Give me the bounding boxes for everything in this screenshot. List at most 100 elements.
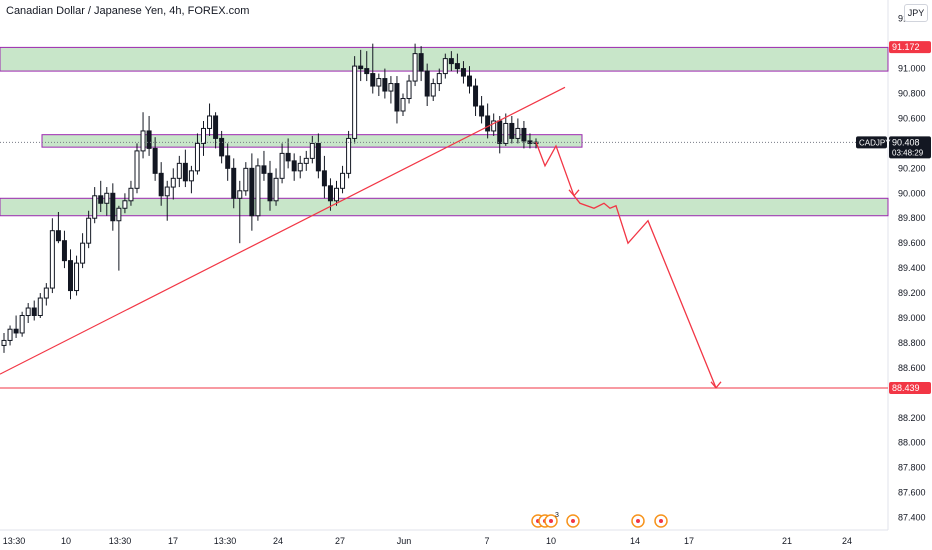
candle (243, 162, 249, 196)
candle-body (176, 162, 182, 179)
candle (442, 53, 448, 79)
candle-body (74, 262, 80, 292)
candle (509, 115, 515, 144)
symbol-tag (856, 136, 887, 149)
candle (279, 143, 285, 184)
candle (327, 178, 333, 211)
x-tick-label: Jun (397, 536, 412, 546)
candle-body (503, 122, 509, 144)
candle-body (170, 177, 176, 188)
x-tick-label: 10 (61, 536, 71, 546)
candle-body (442, 58, 448, 75)
candle (340, 165, 346, 194)
candle (267, 160, 273, 211)
candle (158, 162, 164, 206)
x-tick-label: 13:30 (109, 536, 132, 546)
candle-body (309, 142, 315, 159)
candle-body (31, 307, 37, 317)
candle (261, 150, 267, 181)
candle (19, 311, 25, 337)
candle-body (49, 230, 55, 289)
candle-body (285, 152, 291, 162)
candle (194, 133, 200, 175)
candle (479, 96, 485, 124)
support-zone (0, 197, 889, 217)
candle (454, 53, 460, 74)
candle (352, 56, 358, 144)
candle-body (521, 127, 527, 142)
candle (1, 332, 7, 353)
candle-body (225, 155, 231, 169)
y-tick-label: 91.000 (898, 64, 926, 74)
candle (376, 73, 382, 97)
candle (134, 143, 140, 194)
candle-body (400, 98, 406, 112)
candle-body (110, 192, 116, 222)
candle (207, 103, 213, 136)
candle-body (255, 165, 261, 217)
candle (7, 325, 13, 346)
candle (412, 43, 418, 87)
candle-body (418, 53, 424, 72)
candle-body (140, 130, 146, 152)
candle (521, 120, 527, 149)
candle-body (412, 53, 418, 82)
candle (382, 68, 388, 99)
candle (74, 255, 80, 296)
candle-body (158, 172, 164, 197)
projection-path (535, 141, 717, 389)
trend-line (0, 86, 566, 375)
candle (418, 46, 424, 82)
candle (61, 230, 67, 269)
candle (297, 155, 303, 179)
candle-body (92, 195, 98, 219)
candle-body (406, 80, 412, 100)
candle-body (19, 315, 25, 334)
candle-body (315, 142, 321, 172)
candle-body (61, 240, 67, 262)
symbol-text: CADJPY (859, 138, 891, 147)
candle (460, 61, 466, 84)
candle (303, 150, 309, 171)
candle (346, 130, 352, 179)
y-tick-label: 87.400 (898, 513, 926, 523)
candle (146, 115, 152, 156)
candle-body (213, 115, 219, 139)
event-count: 3 (555, 512, 559, 519)
candle-body (485, 115, 491, 132)
candle (122, 193, 128, 214)
candle (55, 212, 61, 244)
target-price-tag (889, 381, 931, 394)
candle (31, 300, 37, 321)
candle (285, 138, 291, 169)
candle-body (382, 78, 388, 92)
candle (225, 143, 231, 181)
candle-body (152, 147, 158, 174)
y-tick-label: 89.200 (898, 288, 926, 298)
x-tick-label: 17 (684, 536, 694, 546)
candle-body (394, 83, 400, 112)
candle-body (116, 207, 122, 222)
resistance-price-tag (889, 41, 931, 54)
candle-body (376, 78, 382, 87)
candle (170, 168, 176, 200)
candle (140, 112, 146, 159)
candle (110, 183, 116, 231)
candle (116, 205, 122, 271)
event-marker-icon (566, 514, 580, 528)
x-tick-label: 7 (484, 536, 489, 546)
y-tick-label: 89.800 (898, 213, 926, 223)
candle-body (134, 150, 140, 189)
candle-body (37, 297, 43, 317)
candle-body (473, 85, 479, 107)
candle (237, 180, 243, 244)
candle (25, 303, 31, 323)
candle (201, 120, 206, 156)
candle-body (237, 190, 243, 199)
candle-body (273, 177, 279, 202)
y-tick-label: 90.200 (898, 163, 926, 173)
currency-button[interactable]: JPY (904, 4, 928, 22)
candle-body (430, 83, 436, 97)
candle (364, 51, 370, 82)
